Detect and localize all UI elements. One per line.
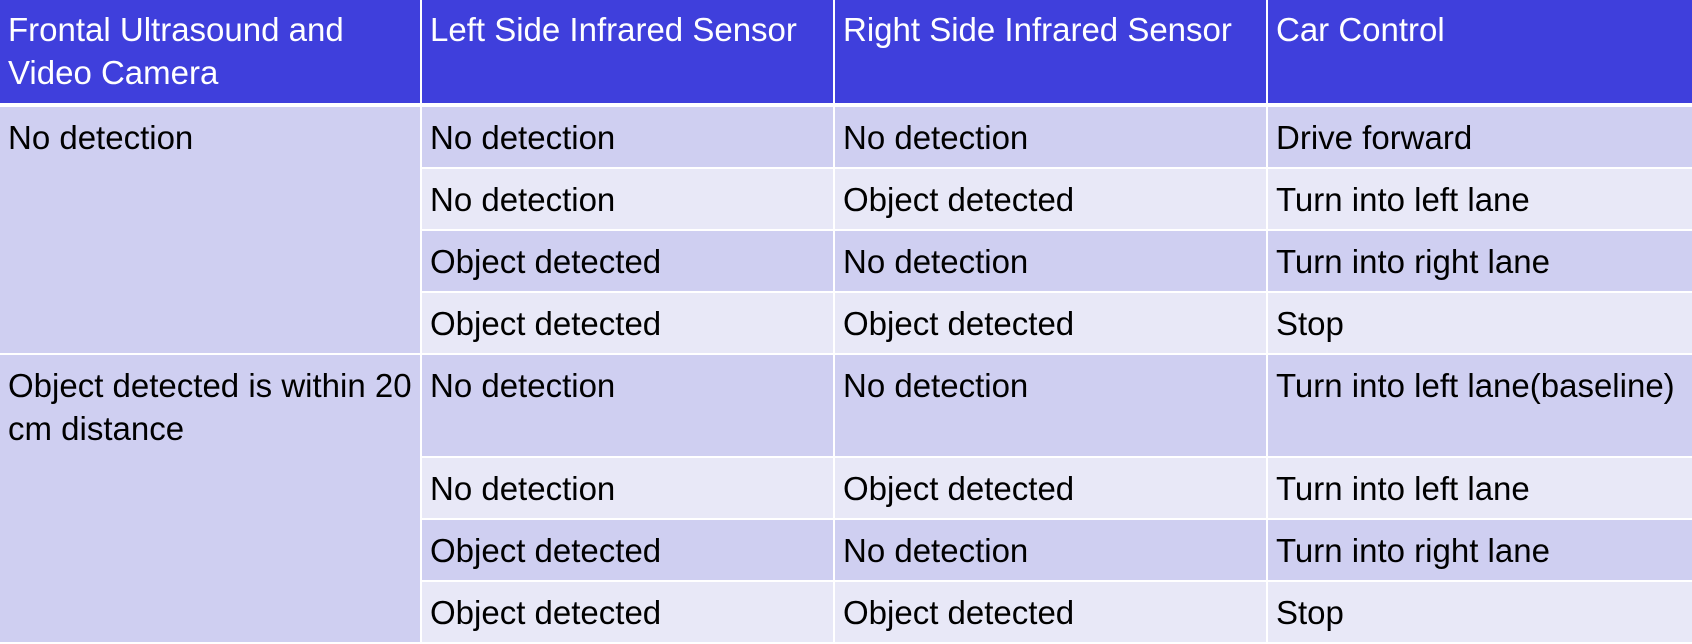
left-sensor-cell: No detection [421,354,835,458]
right-sensor-cell: No detection [834,354,1268,458]
frontal-cell: Object detected is within 20 cm distance [0,354,422,644]
right-sensor-cell: No detection [834,230,1268,293]
car-control-cell: Turn into left lane(baseline) [1267,354,1692,458]
table-row: Object detected is within 20 cm distance… [0,354,1692,644]
table-row: No detection No detection No detection D… [0,105,1692,355]
car-control-cell: Turn into left lane [1267,168,1692,231]
right-sensor-cell: Object detected [834,457,1268,520]
header-row: Frontal Ultrasound and Video Camera Left… [0,0,1692,107]
car-control-cell: Drive forward [1267,105,1692,169]
header-frontal: Frontal Ultrasound and Video Camera [0,0,422,107]
table-row: Object detected No detection Turn into r… [0,230,1692,293]
frontal-cell: No detection [0,105,422,355]
car-control-cell: Stop [1267,581,1692,644]
table-row: No detection Object detected Turn into l… [0,457,1692,520]
right-sensor-cell: Object detected [834,292,1268,355]
table-row: Object detected Object detected Stop [0,292,1692,355]
left-sensor-cell: No detection [421,168,835,231]
header-car-control: Car Control [1267,0,1692,107]
car-control-cell: Stop [1267,292,1692,355]
left-sensor-cell: Object detected [421,230,835,293]
right-sensor-cell: No detection [834,105,1268,169]
car-control-cell: Turn into right lane [1267,519,1692,582]
left-sensor-cell: Object detected [421,292,835,355]
left-sensor-cell: No detection [421,457,835,520]
header-left-infrared: Left Side Infrared Sensor [421,0,835,107]
car-control-cell: Turn into left lane [1267,457,1692,520]
left-sensor-cell: Object detected [421,519,835,582]
header-right-infrared: Right Side Infrared Sensor [834,0,1268,107]
table-row: No detection Object detected Turn into l… [0,168,1692,231]
left-sensor-cell: Object detected [421,581,835,644]
left-sensor-cell: No detection [421,105,835,169]
table-row: Object detected No detection Turn into r… [0,519,1692,582]
car-control-cell: Turn into right lane [1267,230,1692,293]
right-sensor-cell: Object detected [834,168,1268,231]
right-sensor-cell: No detection [834,519,1268,582]
right-sensor-cell: Object detected [834,581,1268,644]
